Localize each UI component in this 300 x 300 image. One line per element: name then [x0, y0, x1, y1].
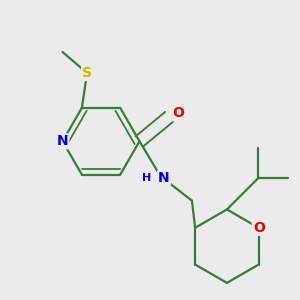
- Text: H: H: [142, 173, 151, 183]
- Text: O: O: [253, 221, 265, 235]
- Text: N: N: [158, 171, 170, 185]
- Text: N: N: [57, 134, 68, 148]
- Text: S: S: [82, 66, 92, 80]
- Text: O: O: [172, 106, 184, 120]
